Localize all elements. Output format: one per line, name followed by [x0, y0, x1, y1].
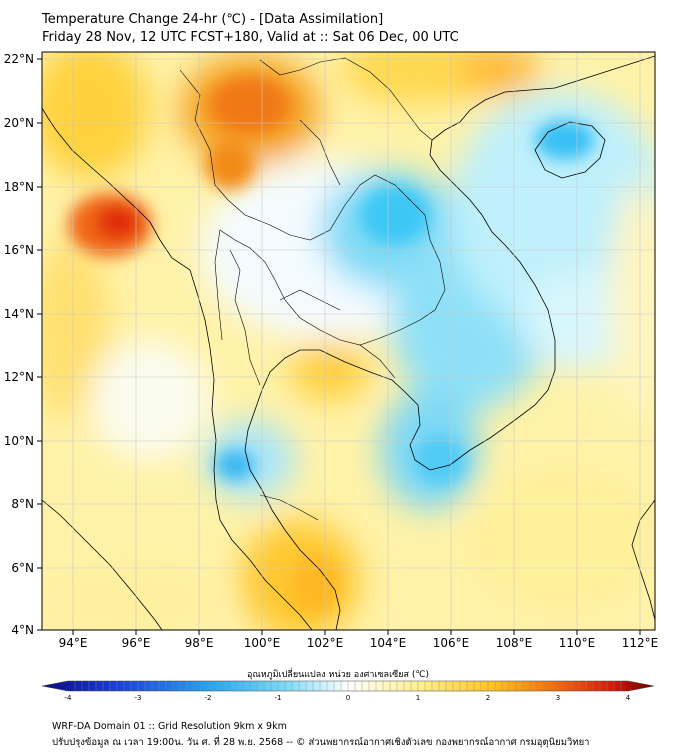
tick-marks — [37, 58, 641, 635]
lat-label: 4°N — [11, 623, 34, 637]
latitude-labels: 22°N 20°N 18°N 16°N 14°N 12°N 10°N 8°N 6… — [4, 52, 34, 637]
colorbar-tick: -3 — [135, 694, 142, 702]
lat-label: 20°N — [4, 116, 34, 130]
lon-label: 112°E — [622, 636, 659, 650]
lat-label: 22°N — [4, 52, 34, 66]
lon-label: 96°E — [122, 636, 151, 650]
lat-label: 16°N — [4, 243, 34, 257]
lon-label: 102°E — [307, 636, 344, 650]
colorbar-tick: 3 — [556, 694, 560, 702]
lon-label: 104°E — [370, 636, 407, 650]
lon-label: 94°E — [59, 636, 88, 650]
lat-label: 10°N — [4, 434, 34, 448]
temperature-field — [42, 52, 655, 630]
coastlines — [42, 55, 655, 630]
colorbar-tick: 0 — [346, 694, 350, 702]
colorbar-tick: 4 — [626, 694, 631, 702]
colorbar-tick: 1 — [416, 694, 420, 702]
longitude-labels: 94°E 96°E 98°E 100°E 102°E 104°E 106°E 1… — [59, 636, 659, 650]
lat-label: 12°N — [4, 370, 34, 384]
lat-label: 6°N — [11, 561, 34, 575]
footer-domain-info: WRF-DA Domain 01 :: Grid Resolution 9km … — [52, 721, 287, 732]
colorbar: -4 -3 -2 -1 0 1 2 3 4 — [41, 680, 655, 702]
lat-label: 8°N — [11, 497, 34, 511]
lon-label: 108°E — [496, 636, 533, 650]
country-borders — [179, 57, 446, 521]
colorbar-tick: -2 — [205, 694, 212, 702]
colorbar-tick: 2 — [486, 694, 490, 702]
colorbar-tick: -1 — [275, 694, 282, 702]
lon-label: 106°E — [433, 636, 470, 650]
map-frame — [41, 51, 656, 631]
lat-label: 14°N — [4, 307, 34, 321]
colorbar-title: อุณหภูมิเปลี่ยนแปลง หน่วย องศาเซลเซียส (… — [246, 670, 430, 680]
colorbar-segments — [74, 681, 622, 691]
lon-label: 100°E — [244, 636, 281, 650]
colorbar-tick: -4 — [65, 694, 73, 702]
colorbar-ticks: -4 -3 -2 -1 0 1 2 3 4 — [65, 694, 631, 702]
map-title: Temperature Change 24-hr (℃) - [Data Ass… — [42, 12, 384, 27]
lon-label: 98°E — [185, 636, 214, 650]
lat-label: 18°N — [4, 180, 34, 194]
gridlines — [42, 52, 655, 630]
footer-credit: ปรับปรุงข้อมูล ณ เวลา 19:00น. วัน ศ. ที่… — [52, 737, 590, 748]
lon-label: 110°E — [559, 636, 596, 650]
map-subtitle: Friday 28 Nov, 12 UTC FCST+180, Valid at… — [42, 30, 459, 45]
